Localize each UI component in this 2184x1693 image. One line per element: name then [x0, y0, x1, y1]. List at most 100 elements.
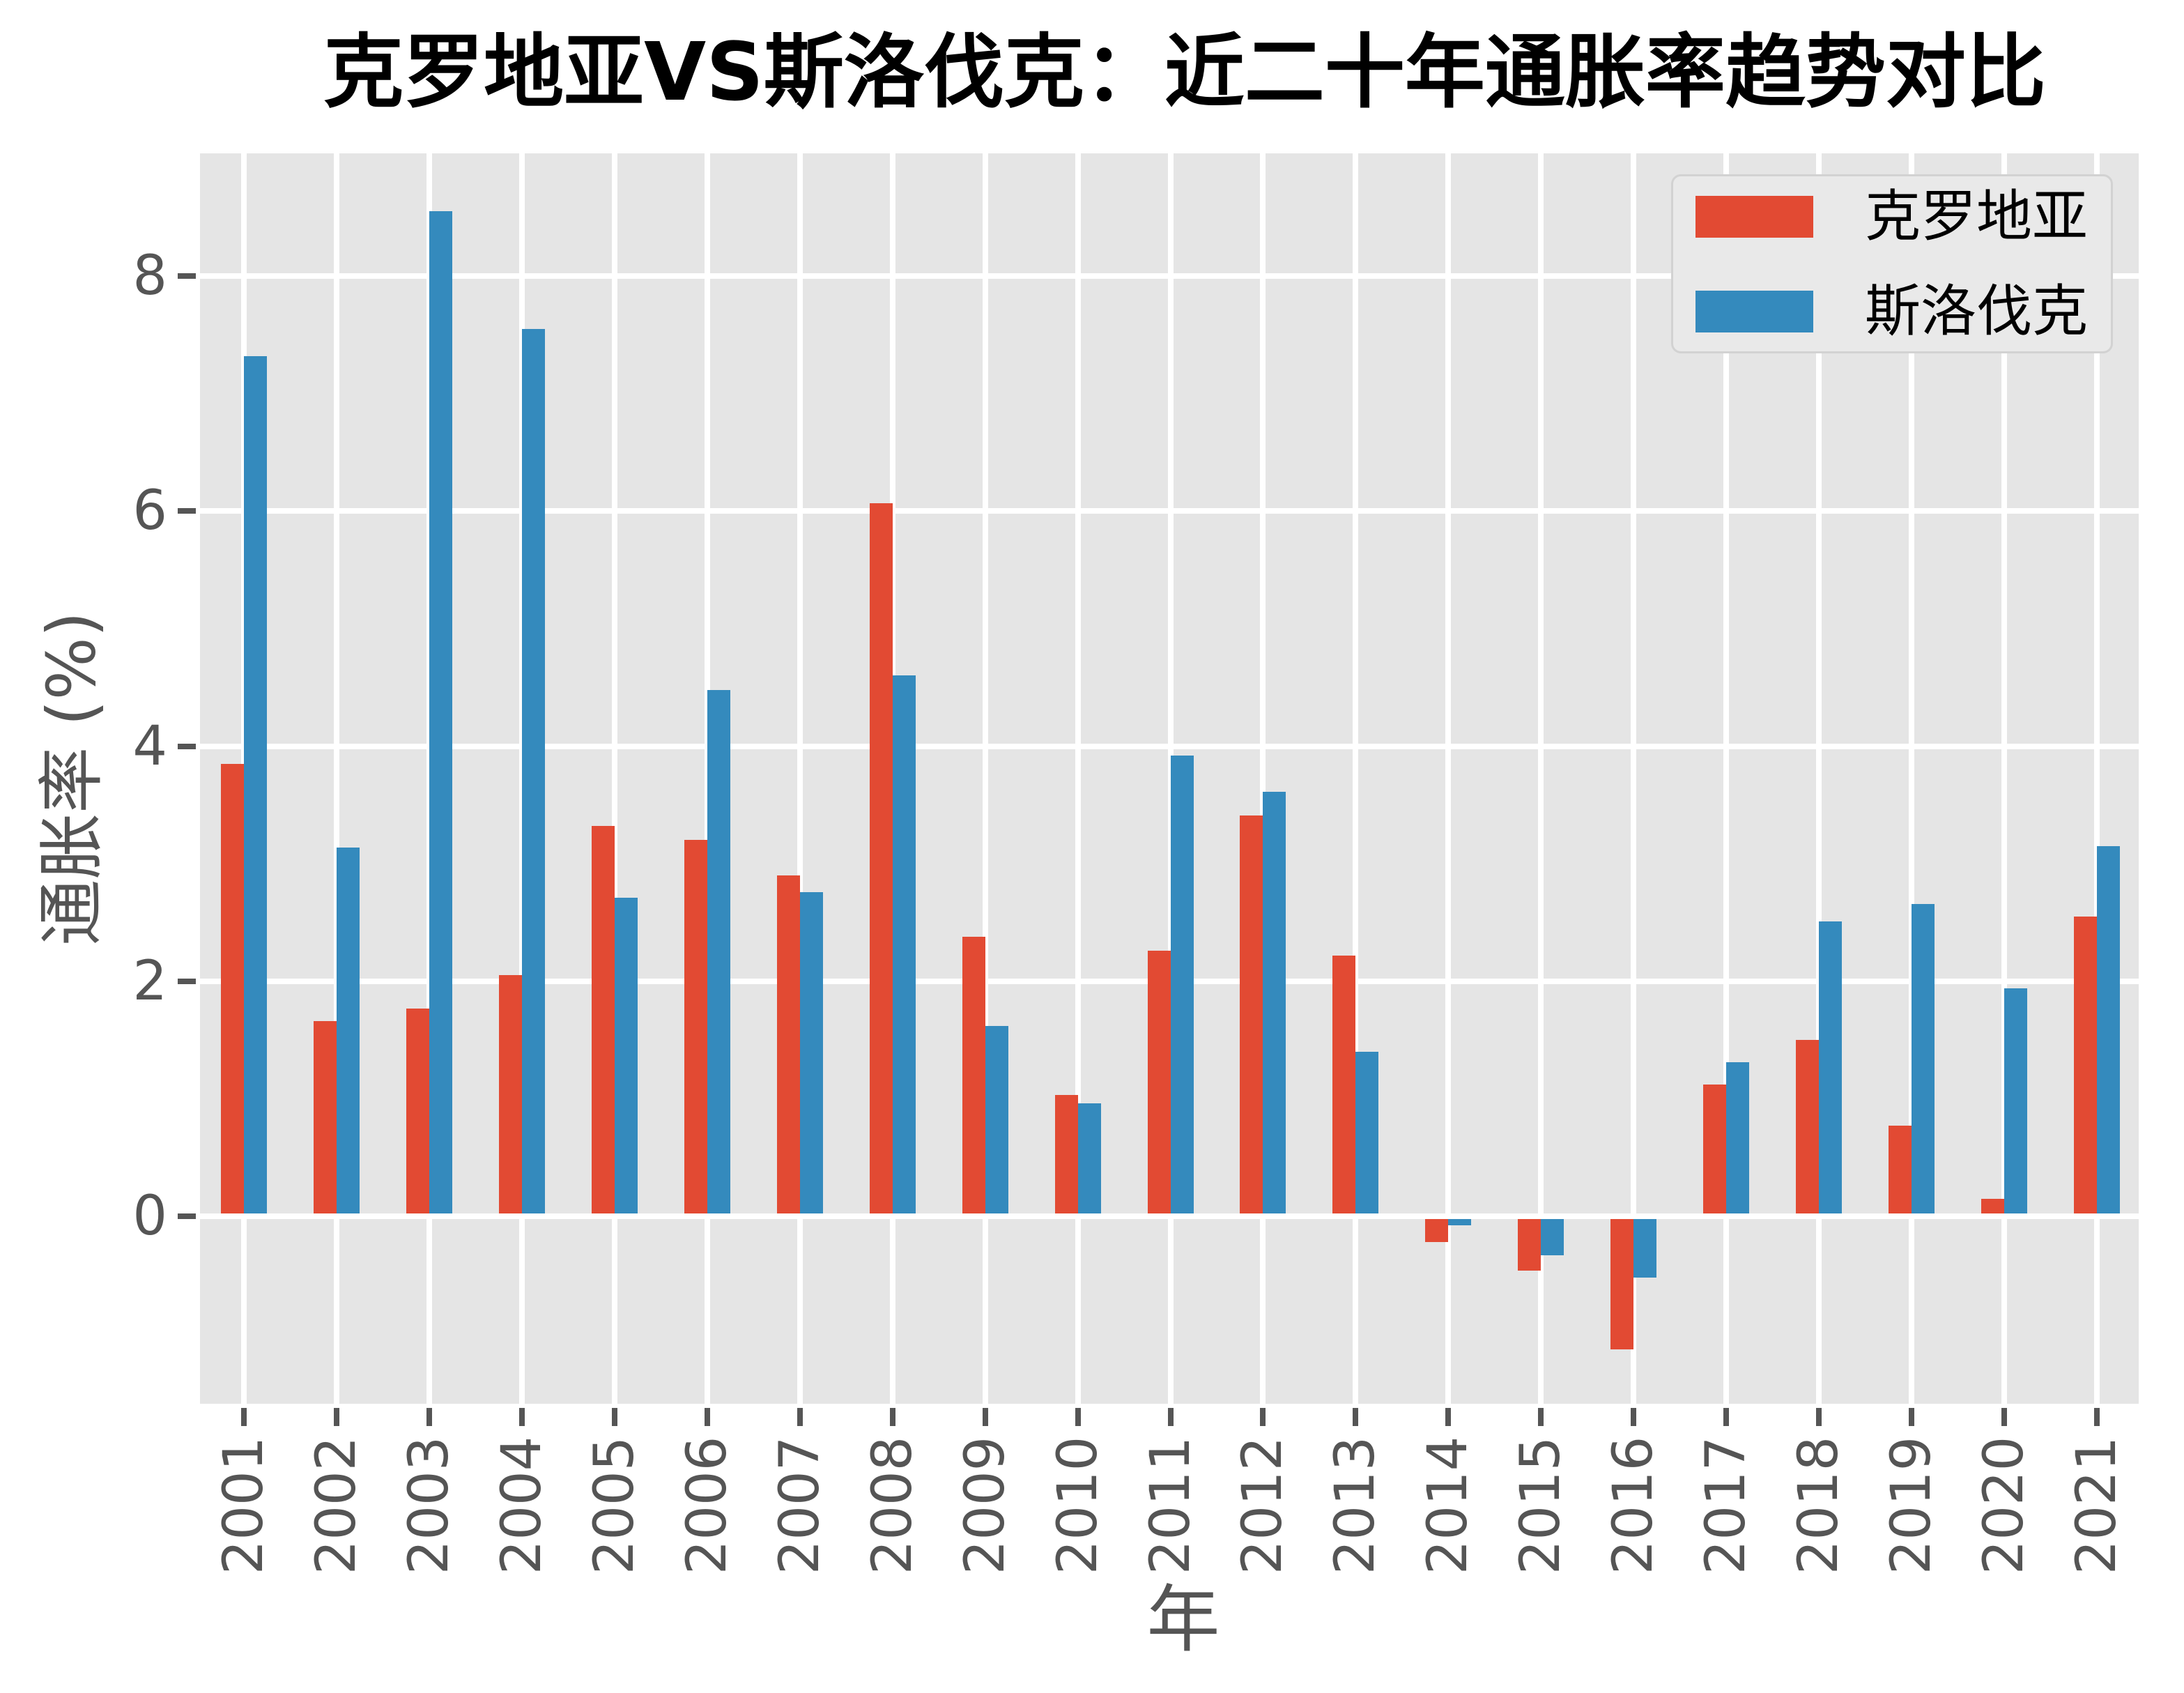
bar-克罗地亚-2019	[1889, 1126, 1912, 1213]
xtick-mark-2020	[2001, 1408, 2008, 1426]
ytick-label-6: 6	[132, 480, 167, 543]
gridline-x-2021	[2094, 153, 2100, 1404]
gridline-x-2009	[982, 153, 988, 1404]
bar-斯洛伐克-2013	[1355, 1051, 1379, 1213]
legend-swatch-斯洛伐克	[1695, 290, 1813, 332]
bar-斯洛伐克-2018	[1819, 921, 1843, 1213]
xtick-mark-2007	[797, 1408, 803, 1426]
bar-斯洛伐克-2007	[799, 891, 823, 1213]
gridline-x-2015	[1538, 153, 1544, 1404]
y-axis-label: 通胀率 (%)	[33, 611, 111, 946]
xtick-label-2007: 2007	[768, 1436, 831, 1575]
bar-克罗地亚-2014	[1425, 1219, 1449, 1243]
xtick-mark-2015	[1538, 1408, 1544, 1426]
xtick-mark-2003	[426, 1408, 432, 1426]
xtick-label-2013: 2013	[1324, 1436, 1387, 1575]
xtick-label-2017: 2017	[1695, 1436, 1758, 1575]
xtick-label-2015: 2015	[1509, 1436, 1573, 1575]
ytick-mark-0	[178, 1213, 196, 1219]
ytick-mark-4	[178, 743, 196, 749]
xtick-label-2016: 2016	[1602, 1436, 1666, 1575]
bar-斯洛伐克-2003	[429, 211, 452, 1213]
gridline-x-2014	[1445, 153, 1452, 1404]
bar-克罗地亚-2018	[1796, 1040, 1820, 1213]
ytick-mark-6	[178, 508, 196, 514]
xtick-mark-2016	[1631, 1408, 1637, 1426]
ytick-mark-8	[178, 273, 196, 279]
gridline-x-2002	[333, 153, 339, 1404]
legend-label-斯洛伐克: 斯洛伐克	[1865, 278, 2088, 344]
bar-克罗地亚-2016	[1610, 1219, 1634, 1349]
bar-克罗地亚-2003	[406, 1008, 429, 1213]
bar-斯洛伐克-2015	[1541, 1219, 1564, 1255]
bar-克罗地亚-2011	[1147, 950, 1171, 1213]
xtick-label-2014: 2014	[1417, 1436, 1480, 1575]
bar-斯洛伐克-2008	[892, 675, 916, 1213]
bar-克罗地亚-2008	[869, 503, 893, 1213]
bar-克罗地亚-2009	[962, 936, 985, 1213]
bar-克罗地亚-2010	[1054, 1095, 1078, 1213]
ytick-mark-2	[178, 978, 196, 984]
legend-row-斯洛伐克: 斯洛伐克	[1695, 278, 2111, 344]
gridline-x-2005	[611, 153, 617, 1404]
xtick-mark-2009	[982, 1408, 988, 1426]
gridline-x-2020	[2001, 153, 2008, 1404]
xtick-mark-2011	[1167, 1408, 1174, 1426]
ytick-label-8: 8	[132, 245, 167, 308]
bar-斯洛伐克-2005	[614, 898, 638, 1213]
bar-克罗地亚-2012	[1240, 815, 1263, 1213]
bar-克罗地亚-2005	[591, 826, 615, 1213]
xtick-mark-2010	[1075, 1408, 1081, 1426]
bar-克罗地亚-2002	[313, 1021, 337, 1213]
bar-克罗地亚-2006	[684, 840, 707, 1213]
xtick-mark-2002	[333, 1408, 339, 1426]
bar-斯洛伐克-2001	[244, 355, 267, 1213]
gridline-x-2016	[1631, 153, 1637, 1404]
x-axis-label: 年	[1146, 1577, 1220, 1662]
bar-斯洛伐克-2009	[985, 1025, 1008, 1213]
xtick-label-2008: 2008	[861, 1436, 924, 1575]
xtick-mark-2008	[889, 1408, 895, 1426]
bar-斯洛伐克-2012	[1263, 792, 1286, 1213]
xtick-label-2021: 2021	[2066, 1436, 2128, 1575]
xtick-mark-2017	[1723, 1408, 1730, 1426]
gridline-x-2010	[1075, 153, 1081, 1404]
gridline-x-2019	[1909, 153, 1915, 1404]
bar-克罗地亚-2001	[221, 763, 244, 1213]
gridline-x-2017	[1723, 153, 1730, 1404]
bar-克罗地亚-2020	[1981, 1198, 2005, 1213]
ytick-label-4: 4	[132, 714, 167, 778]
legend-row-克罗地亚: 克罗地亚	[1695, 188, 2111, 245]
xtick-label-2005: 2005	[583, 1436, 646, 1575]
bar-斯洛伐克-2017	[1726, 1062, 1750, 1213]
bar-克罗地亚-2015	[1518, 1219, 1541, 1271]
xtick-label-2010: 2010	[1046, 1436, 1109, 1575]
xtick-label-2012: 2012	[1231, 1436, 1295, 1575]
bar-斯洛伐克-2006	[707, 689, 730, 1213]
xtick-mark-2018	[1816, 1408, 1822, 1426]
bar-克罗地亚-2007	[776, 875, 800, 1213]
bar-斯洛伐克-2010	[1077, 1103, 1101, 1213]
xtick-mark-2021	[2094, 1408, 2100, 1426]
xtick-label-2004: 2004	[490, 1436, 553, 1575]
gridline-x-2013	[1353, 153, 1359, 1404]
plot-area	[200, 153, 2139, 1404]
xtick-mark-2005	[611, 1408, 617, 1426]
xtick-label-2011: 2011	[1139, 1436, 1202, 1575]
xtick-mark-2004	[518, 1408, 525, 1426]
xtick-label-2002: 2002	[305, 1436, 368, 1575]
gridline-x-2007	[797, 153, 803, 1404]
bar-斯洛伐克-2019	[1912, 903, 1935, 1213]
bar-斯洛伐克-2016	[1633, 1219, 1657, 1278]
bar-克罗地亚-2013	[1332, 955, 1356, 1213]
ytick-label-0: 0	[132, 1185, 167, 1248]
xtick-label-2006: 2006	[675, 1436, 739, 1575]
gridline-x-2012	[1260, 153, 1266, 1404]
bar-斯洛伐克-2021	[2097, 845, 2120, 1213]
legend: 克罗地亚斯洛伐克	[1671, 174, 2113, 353]
gridline-x-2018	[1816, 153, 1822, 1404]
bar-斯洛伐克-2004	[521, 329, 545, 1213]
chart-title: 克罗地亚VS斯洛伐克：近二十年通胀率趋势对比	[323, 26, 2046, 119]
bar-斯洛伐克-2011	[1170, 756, 1194, 1213]
